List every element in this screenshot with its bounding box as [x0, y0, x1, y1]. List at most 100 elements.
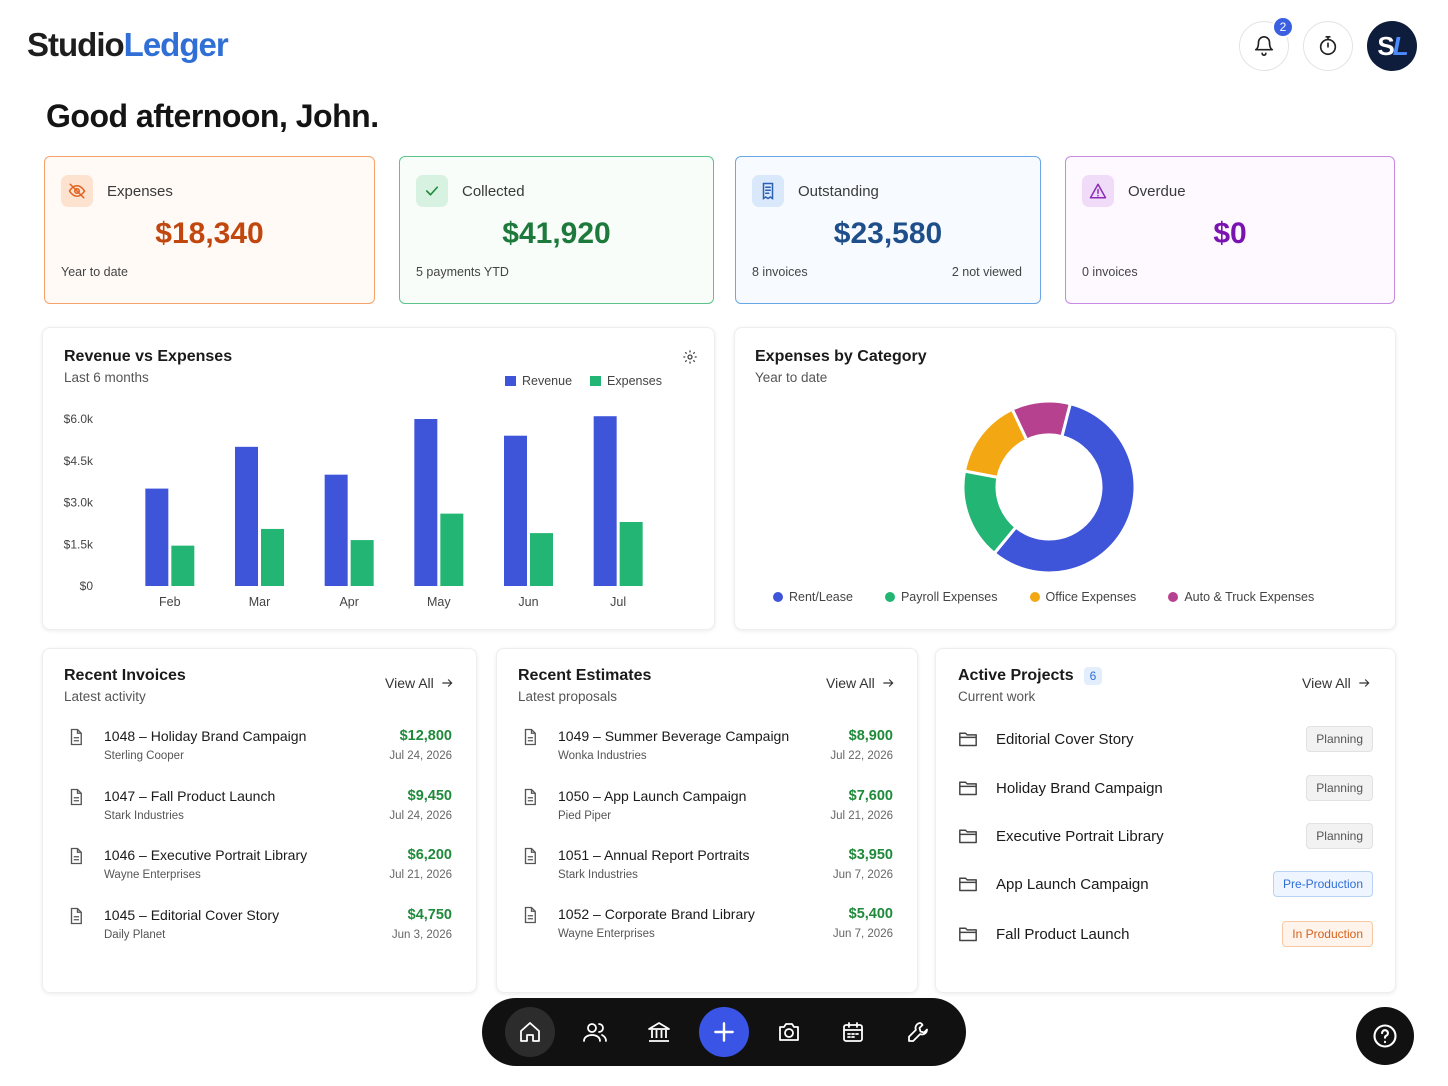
project-row[interactable]: App Launch Campaign Pre-Production: [958, 869, 1373, 899]
y-tick-label: $0: [80, 579, 94, 593]
legend-item: Expenses: [590, 374, 662, 388]
stat-foot: Year to date: [61, 265, 128, 279]
x-tick-label: Apr: [339, 595, 358, 609]
bar-revenue[interactable]: [324, 474, 348, 586]
bar-chart: $0 $1.5k $3.0k $4.5k $6.0k Feb Mar Apr May Jun Jul: [64, 412, 643, 609]
chart-subtitle: Last 6 months: [64, 370, 149, 385]
gear-icon[interactable]: [682, 349, 698, 365]
bar-expenses[interactable]: [261, 528, 284, 586]
legend-item: Revenue: [505, 374, 572, 388]
dock-bank-button[interactable]: [634, 1007, 684, 1057]
stat-card-expenses[interactable]: Expenses $18,340 Year to date: [44, 156, 375, 304]
stat-card-overdue[interactable]: Overdue $0 0 invoices: [1065, 156, 1395, 304]
bank-icon: [648, 1022, 671, 1042]
card-title: Active Projects: [958, 667, 1074, 684]
dock-add-button[interactable]: [698, 1007, 749, 1057]
active-projects-card: Active Projects 6 Current work View All …: [935, 648, 1396, 993]
invoice-row[interactable]: 1048 – Holiday Brand Campaign Sterling C…: [67, 728, 452, 772]
document-icon: [70, 728, 82, 746]
arrow-right-icon: [883, 679, 894, 687]
bar-revenue[interactable]: [504, 435, 527, 586]
bar-expenses[interactable]: [530, 533, 553, 586]
legend-item: Auto & Truck Expenses: [1168, 590, 1314, 604]
estimate-row[interactable]: 1050 – App Launch Campaign Pied Piper $7…: [521, 788, 893, 832]
notification-badge: 2: [1272, 16, 1294, 38]
donut-slice[interactable]: [1010, 399, 1073, 442]
dock-calendar-button[interactable]: [828, 1007, 878, 1057]
bar-expenses[interactable]: [619, 521, 643, 586]
dock-tools-button[interactable]: [893, 1007, 943, 1057]
bar-expenses[interactable]: [171, 545, 195, 586]
bar-expenses[interactable]: [350, 540, 374, 586]
estimate-row[interactable]: 1052 – Corporate Brand Library Wayne Ent…: [521, 906, 893, 950]
invoices-view-all-link[interactable]: View All: [385, 675, 454, 691]
stat-card-outstanding[interactable]: Outstanding $23,580 8 invoices 2 not vie…: [735, 156, 1041, 304]
people-icon: [582, 1023, 607, 1042]
estimate-row[interactable]: 1051 – Annual Report Portraits Stark Ind…: [521, 847, 893, 891]
home-icon: [520, 1022, 541, 1042]
project-row[interactable]: Editorial Cover Story Planning: [958, 724, 1373, 754]
invoice-row[interactable]: 1045 – Editorial Cover Story Daily Plane…: [67, 907, 452, 951]
recent-estimates-card: Recent Estimates Latest proposals View A…: [496, 648, 918, 993]
status-badge: Planning: [1306, 726, 1373, 752]
stat-card-collected[interactable]: Collected $41,920 5 payments YTD: [399, 156, 714, 304]
bar-revenue[interactable]: [235, 446, 258, 586]
card-subtitle: Latest activity: [64, 689, 146, 704]
project-row[interactable]: Executive Portrait Library Planning: [958, 821, 1373, 851]
stat-label: Overdue: [1128, 182, 1186, 200]
y-tick-label: $4.5k: [64, 454, 94, 468]
eye-off-icon: [61, 175, 93, 207]
legend-item: Office Expenses: [1029, 590, 1136, 604]
stat-label: Outstanding: [798, 182, 879, 200]
question-icon: [1373, 1024, 1397, 1048]
invoice-row[interactable]: 1047 – Fall Product Launch Stark Industr…: [67, 788, 452, 832]
project-count-badge: 6: [1083, 667, 1103, 685]
camera-icon: [778, 1023, 799, 1041]
stat-label: Expenses: [107, 182, 173, 200]
bar-expenses[interactable]: [440, 513, 464, 586]
bar-revenue[interactable]: [593, 416, 617, 586]
donut-slice[interactable]: [992, 401, 1137, 575]
dock-people-button[interactable]: [570, 1007, 620, 1057]
card-title: Recent Estimates: [518, 667, 652, 684]
folder-icon: [959, 781, 977, 796]
card-subtitle: Latest proposals: [518, 689, 618, 704]
timer-button[interactable]: [1303, 21, 1353, 71]
project-row[interactable]: Fall Product Launch In Production: [958, 919, 1373, 949]
chart-subtitle: Year to date: [755, 370, 828, 385]
stat-value: $18,340: [155, 217, 264, 250]
help-button[interactable]: [1356, 1007, 1414, 1065]
warning-icon: [1082, 175, 1114, 207]
bar-revenue[interactable]: [414, 419, 438, 586]
y-tick-label: $6.0k: [64, 412, 94, 426]
chart-title: Revenue vs Expenses: [64, 348, 233, 365]
document-icon: [524, 788, 536, 806]
status-badge: Planning: [1306, 775, 1373, 801]
estimate-row[interactable]: 1049 – Summer Beverage Campaign Wonka In…: [521, 728, 893, 772]
stat-foot: 5 payments YTD: [416, 265, 509, 279]
invoice-row[interactable]: 1046 – Executive Portrait Library Wayne …: [67, 847, 452, 891]
projects-view-all-link[interactable]: View All: [1302, 675, 1371, 691]
folder-icon: [959, 732, 977, 747]
document-icon: [70, 788, 82, 806]
stat-value: $0: [1213, 217, 1247, 250]
x-tick-label: May: [427, 595, 451, 609]
document-icon: [524, 906, 536, 924]
calendar-icon: [843, 1022, 863, 1042]
notifications-button[interactable]: 2: [1239, 16, 1294, 71]
stat-value: $23,580: [833, 217, 943, 250]
check-icon: [416, 175, 448, 207]
y-tick-label: $1.5k: [64, 537, 94, 551]
status-badge: Pre-Production: [1272, 871, 1373, 897]
wrench-icon: [907, 1022, 928, 1042]
stat-label: Collected: [462, 182, 525, 200]
dock-camera-button[interactable]: [764, 1007, 814, 1057]
project-row[interactable]: Holiday Brand Campaign Planning: [958, 773, 1373, 803]
logo[interactable]: StudioLedger: [27, 26, 229, 63]
dock-home-button[interactable]: [505, 1007, 556, 1057]
estimates-view-all-link[interactable]: View All: [826, 675, 895, 691]
bar-revenue[interactable]: [145, 488, 169, 586]
card-title: Recent Invoices: [64, 667, 186, 684]
